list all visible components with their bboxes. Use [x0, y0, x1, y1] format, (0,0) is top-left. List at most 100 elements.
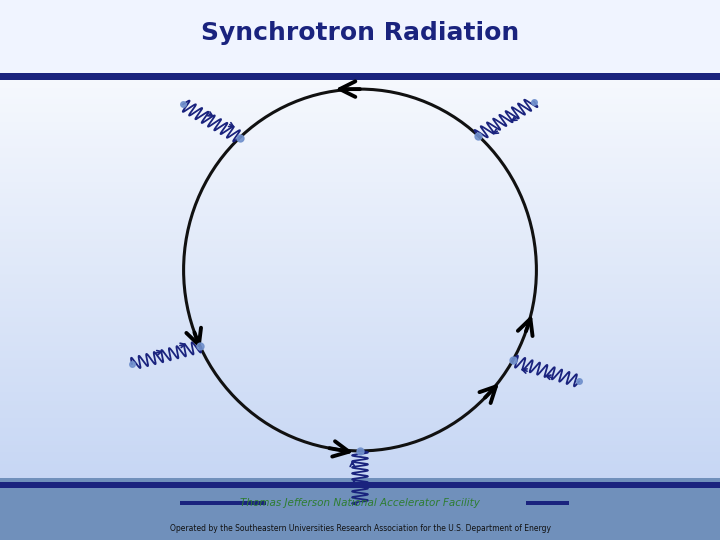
Bar	[0, 52, 720, 54]
Bar	[0, 482, 720, 484]
Bar	[0, 444, 720, 447]
Bar	[0, 285, 720, 286]
Bar	[0, 212, 720, 214]
Bar	[0, 150, 720, 151]
Bar	[0, 425, 720, 427]
Bar	[0, 83, 720, 85]
Bar	[0, 108, 720, 110]
Bar	[0, 160, 720, 162]
Bar	[0, 173, 720, 174]
Bar	[0, 481, 720, 482]
Bar	[0, 461, 720, 463]
Bar	[0, 416, 720, 417]
Bar	[0, 522, 720, 524]
Bar	[0, 275, 720, 277]
Bar	[0, 258, 720, 259]
Bar	[0, 401, 720, 403]
Bar	[0, 335, 720, 336]
Bar	[0, 133, 720, 135]
Bar	[0, 405, 720, 407]
Bar	[0, 187, 720, 189]
Bar	[0, 174, 720, 177]
Bar	[0, 308, 720, 309]
Bar	[0, 315, 720, 317]
Bar	[0, 423, 720, 425]
Bar	[0, 254, 720, 255]
Bar	[0, 312, 720, 313]
Bar	[0, 363, 720, 366]
Bar	[0, 115, 720, 117]
Bar	[0, 517, 720, 518]
Bar	[0, 455, 720, 457]
Bar	[0, 398, 720, 400]
Bar	[0, 378, 720, 380]
Bar	[0, 306, 720, 308]
Bar	[0, 34, 720, 36]
Bar	[0, 223, 720, 225]
Bar	[0, 524, 720, 525]
Bar	[0, 281, 720, 282]
Bar	[0, 427, 720, 428]
Bar	[0, 477, 720, 479]
Bar	[0, 478, 720, 540]
Bar	[0, 302, 720, 304]
Bar	[0, 380, 720, 382]
Bar	[0, 441, 720, 443]
Bar	[0, 497, 720, 498]
Bar	[0, 63, 720, 65]
Bar	[0, 491, 720, 493]
Bar	[0, 25, 720, 27]
Bar	[0, 259, 720, 261]
Bar	[0, 490, 720, 491]
Bar	[0, 430, 720, 432]
Bar	[0, 169, 720, 171]
Bar	[0, 120, 720, 123]
Bar	[0, 97, 720, 99]
Bar	[0, 436, 720, 437]
Bar	[0, 340, 720, 342]
Bar	[0, 47, 720, 49]
Bar	[0, 538, 720, 540]
Bar	[0, 185, 720, 187]
Bar	[0, 454, 720, 455]
Bar	[0, 439, 720, 441]
Bar	[0, 4, 720, 5]
Bar	[0, 140, 720, 142]
Bar	[0, 198, 720, 200]
Bar	[0, 220, 720, 221]
Bar	[0, 277, 720, 279]
Bar	[0, 432, 720, 434]
Bar	[0, 255, 720, 258]
Bar	[0, 59, 720, 61]
Bar	[0, 171, 720, 173]
Bar	[0, 42, 720, 43]
Bar	[0, 295, 720, 297]
Bar	[0, 2, 720, 4]
Bar	[0, 32, 720, 34]
Bar	[0, 263, 720, 265]
Bar	[0, 437, 720, 439]
Bar	[0, 403, 720, 405]
Bar	[0, 86, 720, 88]
Bar	[0, 486, 720, 488]
Bar	[0, 457, 720, 459]
Bar	[0, 20, 720, 22]
Bar	[0, 45, 720, 47]
Bar	[0, 144, 720, 146]
Bar	[0, 23, 720, 25]
Bar	[0, 12, 720, 15]
Bar	[0, 66, 720, 69]
Bar	[0, 299, 720, 301]
Bar	[0, 387, 720, 389]
Bar	[0, 475, 720, 477]
Bar	[0, 382, 720, 383]
Bar	[0, 518, 720, 520]
Bar	[0, 313, 720, 315]
Bar	[0, 250, 720, 252]
Bar	[0, 106, 720, 108]
Bar	[0, 351, 720, 353]
Bar	[0, 29, 720, 31]
Bar	[0, 166, 720, 167]
Bar	[0, 531, 720, 533]
Bar	[0, 70, 720, 72]
